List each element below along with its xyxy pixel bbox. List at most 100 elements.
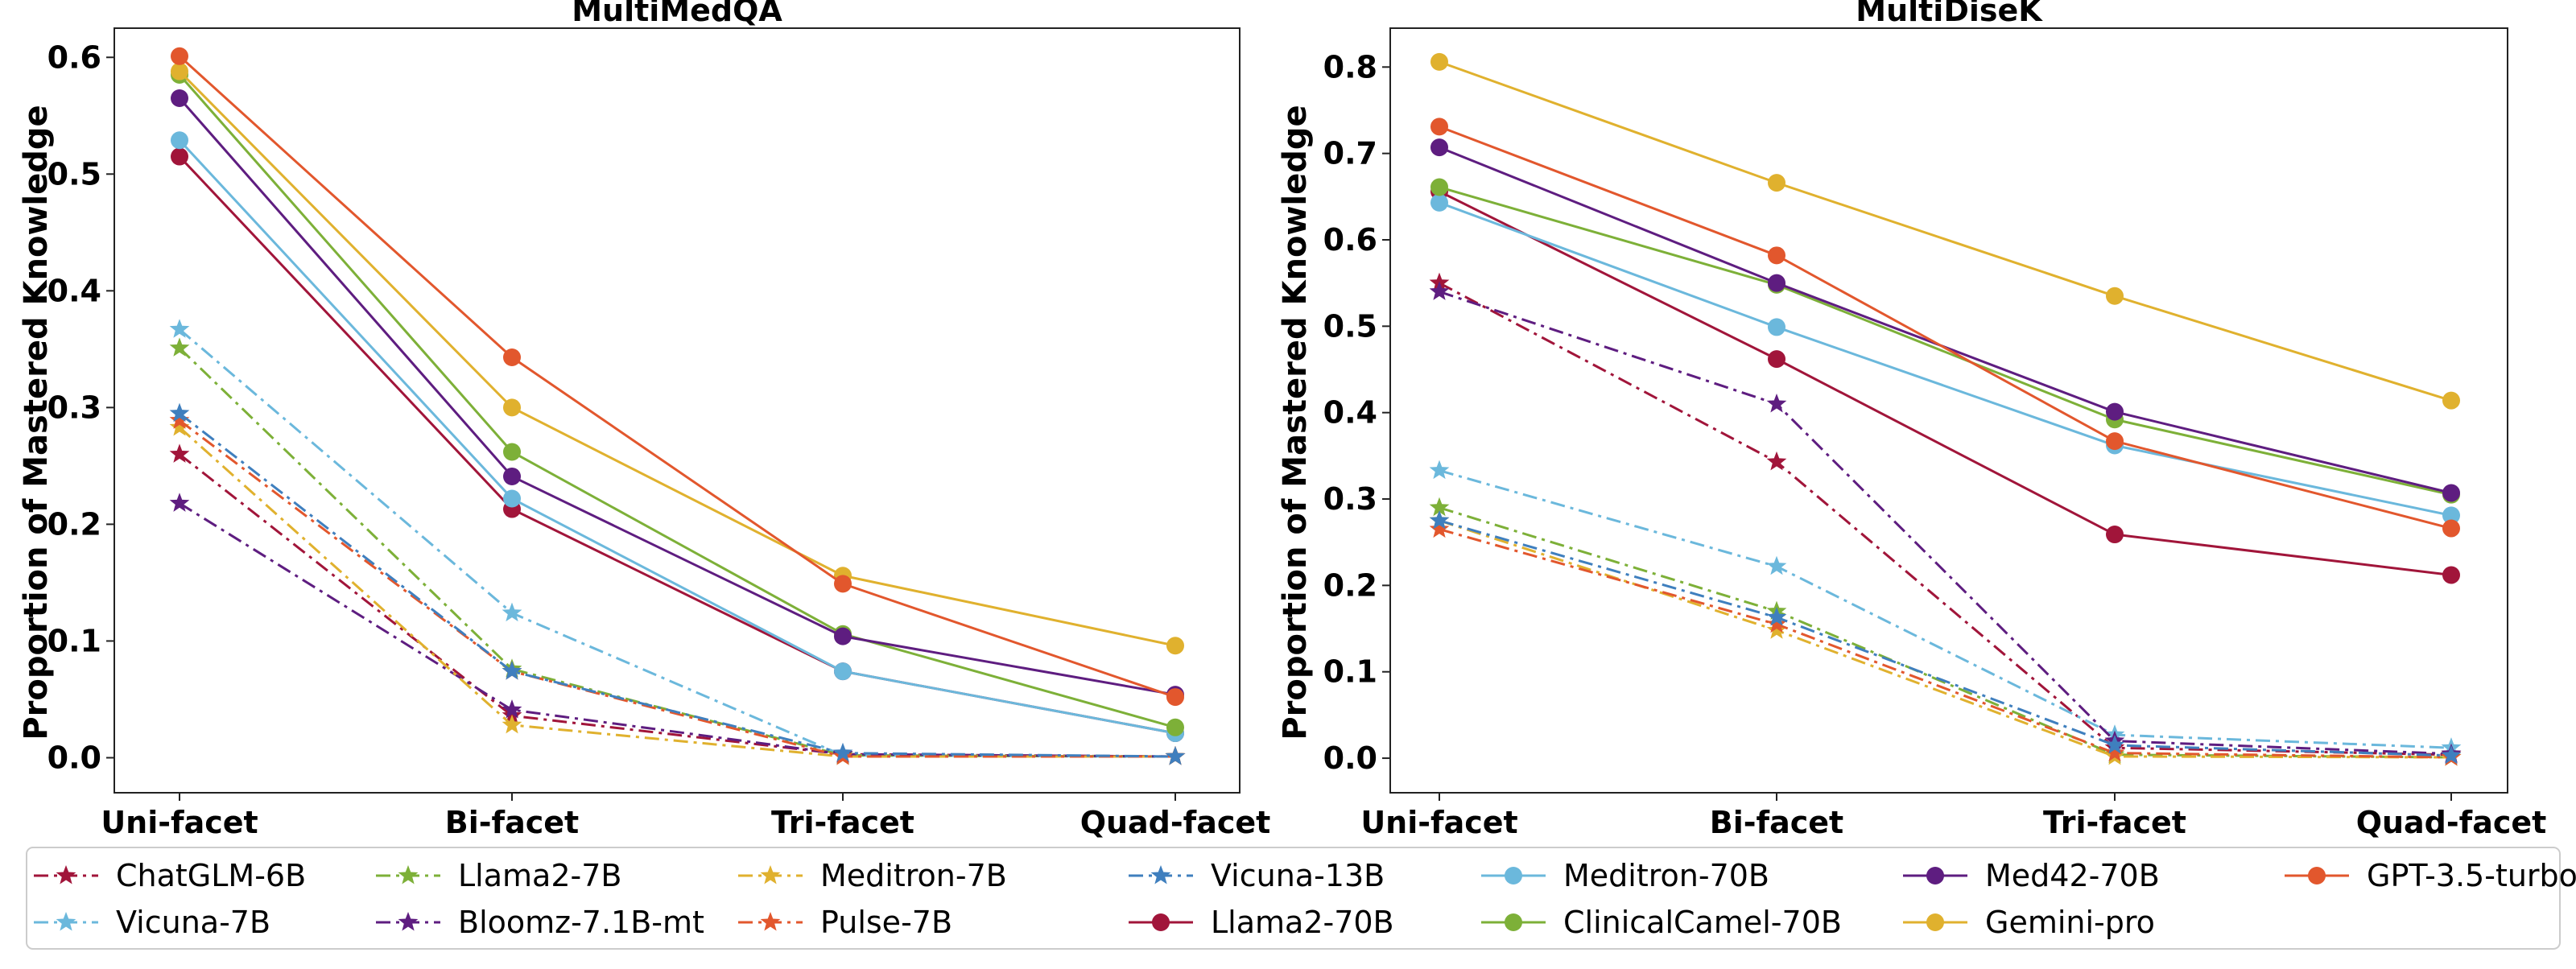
data-point — [1768, 274, 1785, 292]
series-vicuna-13b — [1429, 509, 2462, 765]
axes-frame — [114, 27, 1241, 794]
legend-entry-meditron-70b: Meditron-70B — [1481, 858, 1769, 893]
y-tick-label: 0.5 — [1323, 308, 1377, 344]
legend-marker — [398, 912, 419, 931]
data-point — [1430, 52, 1448, 71]
data-point — [1429, 518, 1450, 538]
y-tick-label: 0.2 — [1323, 567, 1377, 603]
data-point — [2442, 519, 2460, 538]
legend-marker — [1505, 913, 1522, 931]
data-point — [2106, 526, 2124, 544]
series-line — [178, 55, 1176, 699]
series-line — [178, 70, 1176, 647]
data-point — [1768, 350, 1785, 369]
panel-multimedqa: MultiMedQA Proportion of Mastered Knowled… — [18, 0, 1270, 840]
series-line — [178, 139, 1176, 735]
legend-label: ChatGLM-6B — [116, 858, 306, 893]
data-point — [169, 493, 190, 512]
series-line — [1439, 290, 2452, 756]
data-point — [171, 47, 188, 65]
series-line — [1439, 190, 2452, 576]
legend-label: Meditron-70B — [1563, 858, 1769, 893]
data-point — [169, 417, 190, 436]
data-point — [1766, 620, 1787, 639]
data-point — [2104, 734, 2125, 754]
data-point — [2441, 744, 2462, 765]
series-gpt-3-5-turbo — [1430, 118, 2460, 538]
legend-label: Gemini-pro — [1985, 905, 2155, 940]
series-llama2-7b — [1429, 497, 2462, 766]
data-point — [503, 348, 521, 367]
legend-marker — [760, 865, 781, 884]
legend-entry-gpt-3-5-turbo: GPT-3.5-turbo — [2285, 858, 2576, 893]
series-meditron-70b — [171, 131, 1184, 743]
data-point — [503, 443, 521, 461]
series-bloomz-7-1b-mt — [169, 493, 1186, 765]
legend-entry-llama2-7b: Llama2-7B — [376, 858, 621, 893]
data-point — [1166, 637, 1184, 655]
series-clinicalcamel-70b — [171, 66, 1184, 736]
data-point — [171, 89, 188, 108]
y-tick-label: 0.4 — [47, 273, 101, 308]
data-point — [171, 147, 188, 166]
data-point — [1166, 688, 1184, 707]
data-point — [171, 131, 188, 150]
data-point — [834, 662, 852, 681]
data-point — [1429, 460, 1450, 480]
series-line — [1439, 519, 2452, 759]
legend-label: Meditron-7B — [820, 858, 1007, 893]
data-point — [2442, 506, 2460, 525]
y-tick-label: 0.6 — [47, 39, 101, 75]
data-point — [1429, 281, 1450, 300]
data-point — [1766, 451, 1787, 471]
series-line — [178, 426, 1175, 758]
data-point — [1429, 509, 1450, 530]
legend-marker — [1150, 865, 1171, 884]
series-line — [1439, 146, 2452, 494]
x-tick-label: Bi-facet — [1710, 805, 1843, 840]
data-point — [1766, 607, 1787, 626]
series-line — [179, 419, 1175, 758]
y-tick-label: 0.4 — [1323, 395, 1377, 431]
x-tick-label: Tri-facet — [2043, 805, 2186, 840]
chart-title: MultiDiseK — [1856, 0, 2043, 28]
data-point — [1430, 118, 1448, 136]
legend-label: Med42-70B — [1985, 858, 2160, 893]
legend-marker — [1926, 913, 1944, 931]
data-point — [169, 410, 190, 429]
y-tick-label: 0.3 — [1323, 481, 1377, 517]
data-point — [169, 402, 190, 423]
data-point — [2106, 402, 2124, 421]
x-tick-label: Uni-facet — [101, 805, 258, 840]
legend-marker — [2308, 867, 2326, 884]
data-point — [169, 337, 190, 357]
series-line — [1439, 186, 2452, 497]
data-point — [2106, 287, 2124, 305]
series-gemini-pro — [1430, 52, 2460, 410]
series-med42-70b — [171, 89, 1184, 704]
series-vicuna-7b — [1429, 460, 2462, 757]
legend: ChatGLM-6B Vicuna-7B Llama2-7B Bloomz-7.1B-… — [26, 847, 2576, 950]
data-point — [503, 489, 521, 508]
legend-label: Llama2-7B — [458, 858, 621, 893]
data-point — [169, 443, 190, 463]
y-tick-label: 0.6 — [1323, 222, 1377, 258]
legend-entry-vicuna-13b: Vicuna-13B — [1129, 858, 1385, 893]
legend-entry-bloomz-7-1b-mt: Bloomz-7.1B-mt — [376, 905, 704, 940]
data-point — [1768, 246, 1785, 265]
x-tick-label: Quad-facet — [1080, 805, 1271, 840]
data-point — [834, 627, 852, 645]
legend-label: Llama2-70B — [1211, 905, 1394, 940]
legend-marker — [1505, 867, 1522, 884]
y-tick-label: 0.1 — [1323, 654, 1377, 690]
data-point — [1768, 318, 1785, 336]
legend-entry-clinicalcamel-70b: ClinicalCamel-70B — [1481, 905, 1842, 940]
y-tick-label: 0.8 — [1323, 49, 1377, 85]
series-vicuna-13b — [169, 402, 1186, 765]
series-line — [178, 97, 1176, 696]
legend-entry-gemini-pro: Gemini-pro — [1903, 905, 2155, 940]
data-point — [832, 742, 853, 762]
data-point — [2104, 742, 2125, 762]
data-point — [1430, 178, 1448, 196]
